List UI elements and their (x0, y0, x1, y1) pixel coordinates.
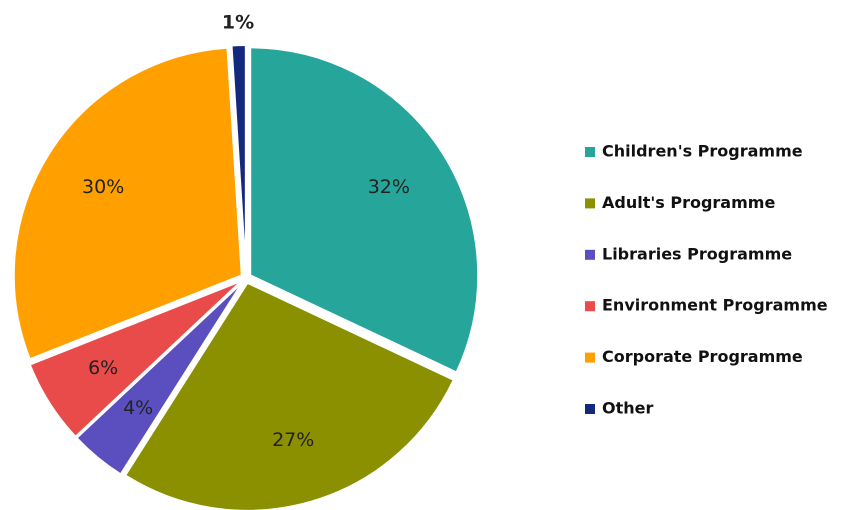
legend-label: Environment Programme (602, 296, 828, 315)
pie-slice (249, 46, 480, 374)
pie-slice (12, 46, 243, 361)
legend-label: Libraries Programme (602, 244, 792, 263)
pie-slice (75, 281, 244, 476)
data-label: 6% (88, 357, 118, 379)
legend-swatch (585, 147, 595, 157)
data-label: 1% (222, 12, 254, 34)
pie-slice (28, 279, 243, 439)
data-label: 30% (82, 176, 124, 198)
legend-label: Other (602, 399, 653, 418)
pie-slice (123, 281, 456, 510)
legend-label: Children's Programme (602, 142, 803, 161)
legend-swatch (585, 301, 595, 312)
legend-label: Corporate Programme (602, 347, 803, 366)
data-label: 4% (123, 397, 153, 419)
legend-swatch (585, 404, 595, 414)
legend-label: Adult's Programme (602, 193, 775, 212)
legend-swatch (585, 198, 595, 209)
data-label: 32% (368, 176, 410, 198)
pie-slice (230, 44, 247, 274)
legend-swatch (585, 352, 595, 363)
legend-swatch (585, 249, 595, 260)
data-label: 27% (272, 429, 314, 451)
